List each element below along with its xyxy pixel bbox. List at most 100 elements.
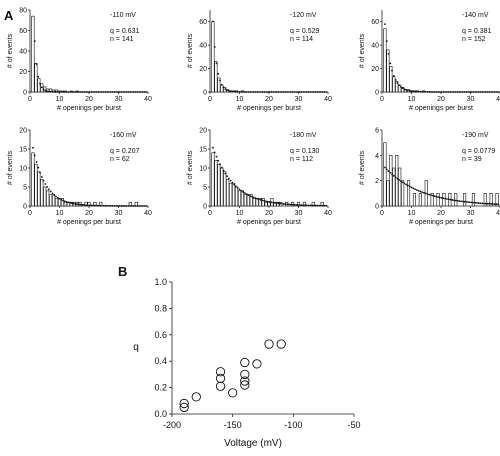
- fit-curve-point: [70, 91, 73, 93]
- fit-curve-point: [284, 203, 287, 206]
- y-tick-label: 0.8: [154, 303, 167, 313]
- fit-curve-point: [469, 201, 471, 204]
- histogram-bar: [34, 62, 38, 93]
- fit-curve-point: [217, 159, 220, 162]
- y-tick-label: 20: [199, 66, 207, 73]
- fit-curve-point: [421, 191, 424, 194]
- voltage-label: -120 mV: [290, 12, 317, 19]
- fit-curve-point: [288, 91, 290, 93]
- histogram-bar: [217, 77, 221, 93]
- fit-curve-point: [46, 90, 49, 93]
- fit-curve-point: [426, 91, 429, 93]
- fit-curve-point: [129, 205, 132, 207]
- fit-curve-point: [447, 198, 450, 201]
- fit-curve-point: [492, 203, 494, 205]
- fit-curve-point: [111, 91, 114, 93]
- fit-curve-point: [259, 91, 262, 93]
- fit-curve-point: [94, 204, 96, 207]
- fit-curve-point: [311, 91, 313, 93]
- fit-curve-point: [307, 204, 310, 207]
- histogram-bar: [214, 61, 218, 93]
- fit-curve-point: [289, 91, 292, 93]
- fit-curve-point: [131, 205, 133, 207]
- x-tick-label: 0: [208, 210, 212, 217]
- y-tick-label: 60: [19, 28, 27, 35]
- fit-curve-point: [99, 204, 102, 207]
- voltage-label: -140 mV: [462, 12, 489, 19]
- fit-curve-point: [493, 203, 496, 206]
- fit-curve-point: [270, 91, 273, 93]
- fit-curve-point: [446, 91, 448, 93]
- fit-curve-point: [47, 90, 50, 93]
- fit-curve-point: [224, 88, 227, 90]
- fit-curve-point: [454, 91, 457, 93]
- fit-curve-point: [247, 91, 250, 93]
- y-axis-label: # of events: [359, 150, 366, 185]
- fit-curve-point: [474, 201, 477, 204]
- y-axis-label: # of events: [187, 33, 194, 68]
- fit-curve-point: [132, 91, 135, 93]
- y-tick-label: 0.2: [154, 383, 167, 393]
- histogram-bar: [46, 190, 50, 207]
- fit-curve-point: [321, 91, 324, 93]
- fit-curve-point: [497, 91, 500, 93]
- fit-curve-point: [145, 205, 148, 207]
- fit-curve-point: [490, 91, 493, 93]
- fit-curve-point: [81, 203, 84, 206]
- fit-curve-point: [97, 204, 100, 207]
- fit-curve-point: [428, 91, 431, 93]
- fit-curve-point: [492, 91, 494, 93]
- histogram-bar: [43, 186, 47, 207]
- fit-curve-point: [265, 200, 267, 203]
- fit-curve-point: [46, 185, 49, 188]
- fit-curve-point: [384, 23, 386, 26]
- y-tick-label: 20: [371, 66, 379, 73]
- fit-curve-point: [302, 204, 305, 207]
- fit-curve-point: [289, 203, 292, 206]
- fit-curve-point: [104, 91, 107, 93]
- histogram-bar: [46, 88, 50, 93]
- fit-curve-point: [472, 91, 475, 93]
- fit-curve-point: [415, 189, 418, 191]
- scatter-point: [264, 339, 274, 349]
- fit-curve-point: [435, 91, 438, 93]
- fit-curve-point: [250, 91, 253, 93]
- fit-curve-point: [238, 91, 241, 93]
- fit-curve-point: [97, 91, 100, 93]
- fit-curve-point: [488, 202, 491, 205]
- fit-curve-point: [104, 204, 107, 207]
- fit-curve-point: [60, 91, 63, 93]
- fit-curve-point: [95, 91, 98, 93]
- fit-curve-point: [90, 91, 93, 93]
- fit-curve-point: [277, 202, 280, 205]
- fit-curve-point: [88, 91, 91, 93]
- fit-curve-point: [102, 204, 105, 207]
- fit-curve-point: [305, 204, 308, 207]
- fit-curve-point: [472, 201, 475, 204]
- fit-curve-point: [266, 200, 269, 203]
- fit-curve-point: [134, 91, 137, 93]
- fit-curve-point: [120, 91, 123, 93]
- y-tick-label: 0: [375, 90, 379, 97]
- scatter-point: [215, 367, 226, 377]
- y-tick-label: 40: [199, 43, 207, 50]
- fit-curve-point: [424, 192, 427, 195]
- y-tick-label: 0: [23, 204, 27, 211]
- x-tick-label: -100: [284, 420, 302, 430]
- histogram-bar: [246, 194, 250, 207]
- fit-curve-point: [141, 205, 144, 207]
- histogram-bar: [389, 155, 393, 207]
- fit-curve-point: [231, 181, 234, 184]
- fit-curve-point: [297, 91, 299, 93]
- fit-curve-point: [465, 91, 468, 93]
- fit-curve-point: [389, 62, 392, 65]
- fit-curve-point: [229, 179, 232, 182]
- fit-curve-point: [305, 91, 308, 93]
- fit-curve-point: [323, 204, 326, 207]
- x-axis-label: # openings per burst: [409, 105, 473, 112]
- fit-curve-point: [470, 201, 473, 204]
- fit-curve-point: [106, 204, 109, 207]
- y-axis-label: # of events: [7, 33, 14, 68]
